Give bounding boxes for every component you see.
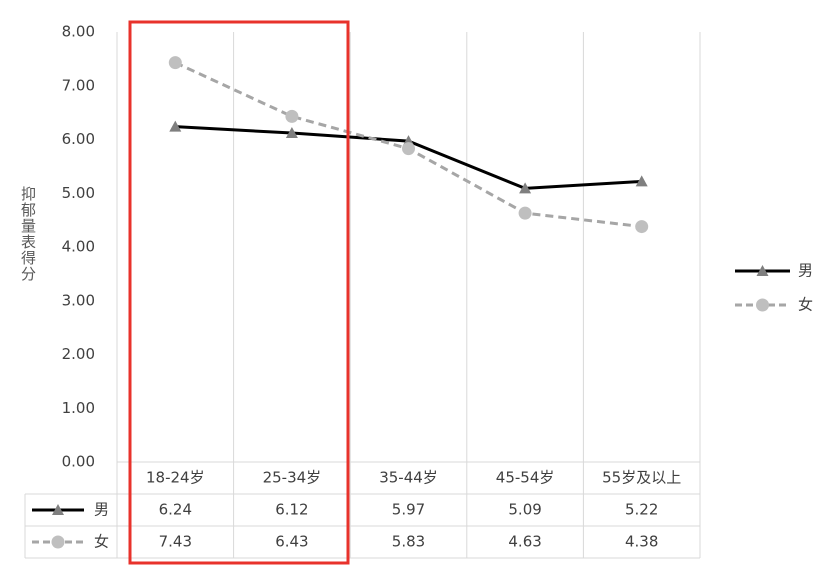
table-value: 6.43 <box>275 533 308 551</box>
y-axis-title: 抑郁量表得分 <box>19 186 37 282</box>
legend-label: 女 <box>798 296 813 314</box>
y-tick-label: 1.00 <box>62 399 95 417</box>
marker <box>635 175 648 187</box>
x-tick-label: 18-24岁 <box>146 469 205 487</box>
y-tick-label: 7.00 <box>62 76 95 94</box>
table-series-name: 男 <box>94 501 109 519</box>
y-tick-label: 8.00 <box>62 23 95 41</box>
table-value: 5.97 <box>392 501 425 519</box>
x-tick-label: 45-54岁 <box>496 469 555 487</box>
table-value: 5.22 <box>625 501 658 519</box>
y-tick-label: 6.00 <box>62 130 95 148</box>
y-tick-label: 5.00 <box>62 184 95 202</box>
table-value: 6.24 <box>159 501 192 519</box>
table-legend-symbol-marker <box>52 504 64 515</box>
x-tick-label: 55岁及以上 <box>602 469 681 487</box>
x-tick-label: 35-44岁 <box>379 469 438 487</box>
marker <box>635 220 649 234</box>
table-value: 4.38 <box>625 533 658 551</box>
legend-symbol-marker <box>756 298 769 312</box>
marker <box>519 182 532 194</box>
y-tick-label: 4.00 <box>62 238 95 256</box>
table-value: 5.83 <box>392 533 425 551</box>
y-tick-label: 0.00 <box>62 453 95 471</box>
table-value: 7.43 <box>159 533 192 551</box>
table-value: 4.63 <box>508 533 541 551</box>
y-tick-label: 3.00 <box>62 291 95 309</box>
y-tick-label: 2.00 <box>62 345 95 363</box>
legend-label: 男 <box>798 262 813 280</box>
highlight-box <box>128 20 350 565</box>
marker <box>402 142 415 156</box>
table-series-name: 女 <box>94 533 109 551</box>
marker <box>285 127 298 139</box>
marker <box>285 109 299 123</box>
marker <box>518 206 532 220</box>
table-legend-symbol-marker <box>51 535 65 549</box>
marker <box>169 120 182 132</box>
table-value: 5.09 <box>508 501 541 519</box>
x-tick-label: 25-34岁 <box>263 469 322 487</box>
legend-symbol-marker <box>756 265 769 276</box>
marker <box>168 56 182 70</box>
table-value: 6.12 <box>275 501 308 519</box>
